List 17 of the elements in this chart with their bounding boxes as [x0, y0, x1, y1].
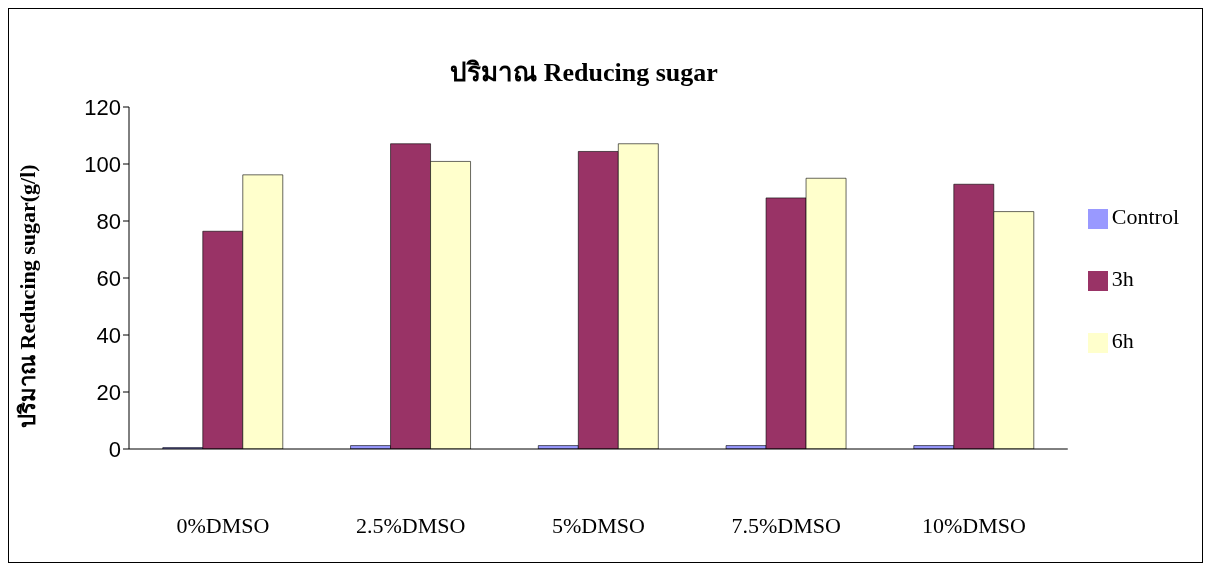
legend-label: 3h [1111, 266, 1134, 291]
chart-title: ปริมาณ Reducing sugar [449, 57, 719, 89]
y-tick-label: 80 [96, 208, 121, 234]
x-tick-label: 5%DMSO [551, 512, 645, 538]
x-tick-label: 0%DMSO [176, 512, 270, 538]
x-tick-label: 10%DMSO [921, 512, 1026, 538]
y-tick-label: 0 [108, 436, 121, 462]
legend-label: 6h [1111, 328, 1134, 353]
y-tick-label: 120 [84, 94, 121, 120]
y-tick-label: 40 [96, 322, 121, 348]
x-tick-label: 2.5%DMSO [355, 512, 466, 538]
x-tick-label: 7.5%DMSO [731, 512, 841, 538]
legend-label: Control [1111, 204, 1179, 229]
y-axis-title: ปริมาณ Reducing sugar(g/l) [14, 164, 40, 428]
y-tick-label: 60 [96, 265, 121, 291]
y-tick-label: 20 [96, 379, 121, 405]
y-tick-label: 100 [84, 151, 121, 177]
